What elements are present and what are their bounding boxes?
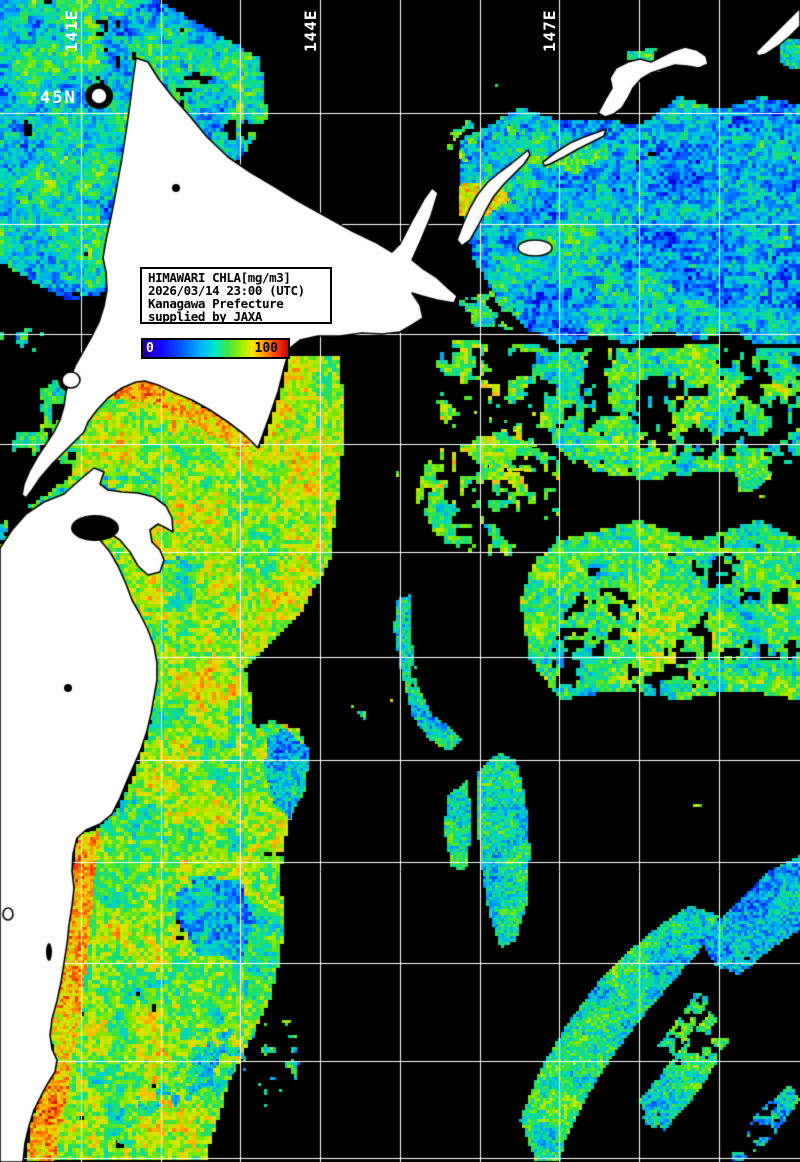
lon-label-144e: 144E (301, 9, 320, 52)
colorbar-max-label: 100 (254, 341, 278, 356)
lon-label-141e: 141E (62, 9, 81, 52)
colorbar: 0 100 (141, 338, 290, 359)
lat-label-45n: 45N (40, 88, 77, 108)
info-line-product: HIMAWARI CHLA[mg/m3] (148, 270, 291, 285)
colorbar-min-label: 0 (146, 341, 154, 356)
info-line-datetime: 2026/03/14 23:00 (UTC) (148, 283, 305, 298)
info-line-source: supplied by JAXA (148, 309, 263, 324)
info-box: HIMAWARI CHLA[mg/m3] 2026/03/14 23:00 (U… (140, 267, 332, 324)
lon-label-147e: 147E (540, 9, 559, 52)
info-line-region: Kanagawa Prefecture (148, 296, 284, 311)
